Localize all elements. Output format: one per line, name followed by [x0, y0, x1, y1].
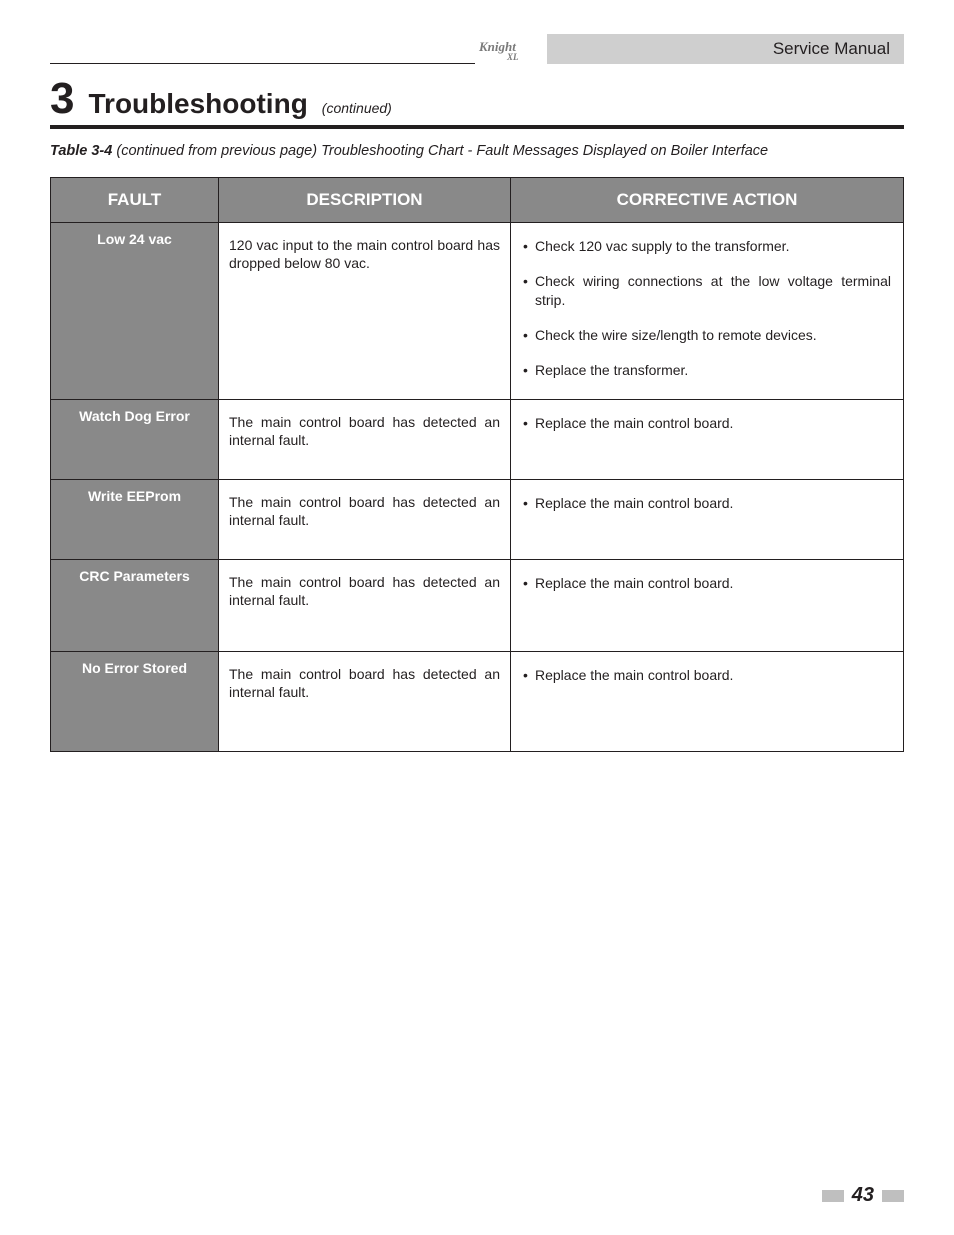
- footer-square-left-icon: [822, 1190, 844, 1202]
- table-caption: Table 3-4 (continued from previous page)…: [50, 143, 904, 159]
- action-item: •Replace the main control board.: [523, 574, 891, 593]
- logo-sub: XL: [506, 52, 519, 61]
- action-cell: •Replace the main control board.: [511, 480, 904, 560]
- bullet-icon: •: [523, 326, 535, 345]
- action-cell: •Replace the main control board.: [511, 400, 904, 480]
- action-item: •Check 120 vac supply to the transformer…: [523, 237, 891, 256]
- section-name: Troubleshooting: [88, 88, 307, 120]
- page-footer: 43: [822, 1184, 904, 1207]
- action-text: Check the wire size/length to remote dev…: [535, 326, 891, 345]
- bullet-icon: •: [523, 272, 535, 310]
- table-row: Low 24 vac120 vac input to the main cont…: [51, 223, 904, 400]
- footer-square-right-icon: [882, 1190, 904, 1202]
- action-item: •Replace the transformer.: [523, 361, 891, 380]
- fault-cell: Low 24 vac: [51, 223, 219, 400]
- table-row: Watch Dog ErrorThe main control board ha…: [51, 400, 904, 480]
- action-cell: •Replace the main control board.: [511, 652, 904, 752]
- col-description: DESCRIPTION: [219, 178, 511, 223]
- bullet-icon: •: [523, 666, 535, 685]
- header-rule-left: [50, 34, 475, 64]
- bullet-icon: •: [523, 494, 535, 513]
- action-item: •Replace the main control board.: [523, 666, 891, 685]
- table-row: Write EEPromThe main control board has d…: [51, 480, 904, 560]
- caption-label: Table 3-4: [50, 143, 112, 159]
- table-row: No Error StoredThe main control board ha…: [51, 652, 904, 752]
- action-cell: •Replace the main control board.: [511, 560, 904, 652]
- page-number: 43: [852, 1184, 874, 1207]
- description-cell: The main control board has detected an i…: [219, 480, 511, 560]
- table-row: CRC ParametersThe main control board has…: [51, 560, 904, 652]
- description-cell: 120 vac input to the main control board …: [219, 223, 511, 400]
- caption-text: (continued from previous page) Troublesh…: [116, 143, 768, 159]
- action-text: Replace the main control board.: [535, 574, 891, 593]
- action-text: Replace the main control board.: [535, 666, 891, 685]
- troubleshooting-table: FAULT DESCRIPTION CORRECTIVE ACTION Low …: [50, 177, 904, 752]
- action-text: Check 120 vac supply to the transformer.: [535, 237, 891, 256]
- bullet-icon: •: [523, 574, 535, 593]
- page-header: Knight XL Service Manual: [50, 34, 904, 64]
- brand-logo: Knight XL: [475, 35, 547, 63]
- section-number: 3: [50, 77, 74, 121]
- action-item: •Replace the main control board.: [523, 494, 891, 513]
- fault-cell: CRC Parameters: [51, 560, 219, 652]
- action-item: •Check the wire size/length to remote de…: [523, 326, 891, 345]
- bullet-icon: •: [523, 414, 535, 433]
- fault-cell: Write EEProm: [51, 480, 219, 560]
- manual-label: Service Manual: [547, 34, 904, 64]
- action-text: Check wiring connections at the low volt…: [535, 272, 891, 310]
- action-cell: •Check 120 vac supply to the transformer…: [511, 223, 904, 400]
- knight-logo-icon: Knight XL: [477, 37, 545, 61]
- table-header-row: FAULT DESCRIPTION CORRECTIVE ACTION: [51, 178, 904, 223]
- section-continued: (continued): [322, 100, 392, 116]
- description-cell: The main control board has detected an i…: [219, 652, 511, 752]
- fault-cell: Watch Dog Error: [51, 400, 219, 480]
- page: Knight XL Service Manual 3 Troubleshooti…: [0, 0, 954, 1235]
- section-title: 3 Troubleshooting (continued): [50, 77, 904, 129]
- action-text: Replace the transformer.: [535, 361, 891, 380]
- action-text: Replace the main control board.: [535, 494, 891, 513]
- col-fault: FAULT: [51, 178, 219, 223]
- bullet-icon: •: [523, 237, 535, 256]
- fault-cell: No Error Stored: [51, 652, 219, 752]
- bullet-icon: •: [523, 361, 535, 380]
- table-body: Low 24 vac120 vac input to the main cont…: [51, 223, 904, 752]
- description-cell: The main control board has detected an i…: [219, 400, 511, 480]
- action-item: •Replace the main control board.: [523, 414, 891, 433]
- action-text: Replace the main control board.: [535, 414, 891, 433]
- action-item: •Check wiring connections at the low vol…: [523, 272, 891, 310]
- description-cell: The main control board has detected an i…: [219, 560, 511, 652]
- col-action: CORRECTIVE ACTION: [511, 178, 904, 223]
